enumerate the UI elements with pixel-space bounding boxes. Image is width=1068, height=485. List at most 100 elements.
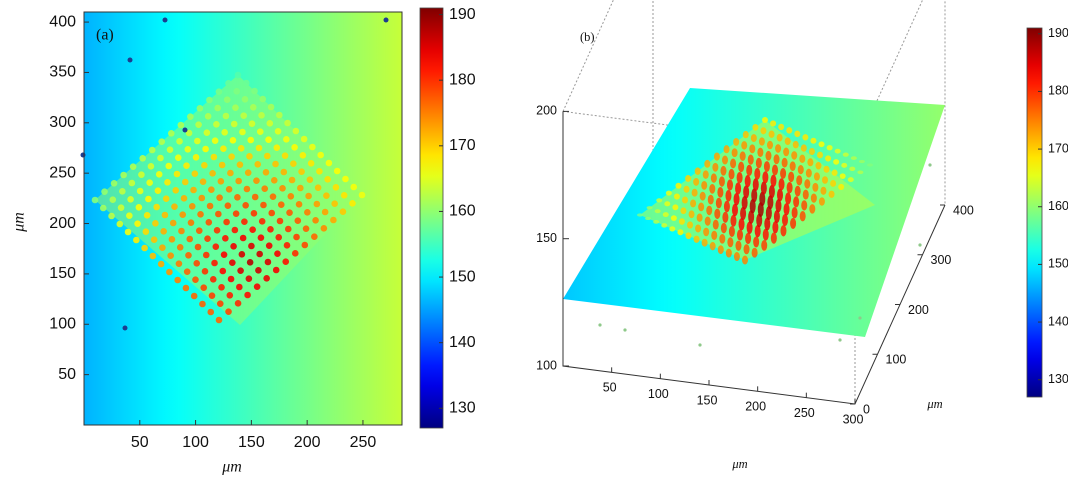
pattern-dot — [762, 171, 769, 184]
pattern-dot — [263, 275, 270, 282]
pattern-dot — [754, 167, 761, 180]
pattern-dot — [701, 238, 708, 247]
colorbar — [1026, 27, 1043, 398]
colorbar-tick-label: 160 — [1048, 199, 1068, 213]
pattern-dot — [673, 193, 680, 200]
pattern-dot — [204, 235, 211, 242]
pattern-dot — [190, 292, 198, 300]
pattern-dot — [791, 151, 798, 160]
pattern-dot — [238, 251, 246, 258]
pattern-dot — [269, 193, 277, 200]
pattern-dot — [176, 244, 184, 251]
pattern-dot — [773, 210, 780, 224]
pattern-dot — [203, 129, 211, 136]
scatter-speck — [838, 338, 842, 342]
y-tick-label: 400 — [953, 203, 974, 217]
pattern-dot — [743, 244, 750, 255]
pattern-dot — [262, 169, 270, 176]
pattern-dot — [233, 88, 241, 95]
pattern-dot — [138, 171, 145, 178]
scatter-speck — [698, 343, 702, 347]
pattern-dot — [294, 217, 302, 224]
pattern-dot — [215, 88, 223, 95]
pattern-dot — [166, 268, 173, 276]
pattern-dot — [810, 137, 817, 144]
pattern-dot — [191, 170, 199, 177]
pattern-dot — [305, 192, 312, 200]
pattern-dot — [339, 208, 347, 215]
x-axis-label: μm — [221, 459, 242, 476]
pattern-dot — [199, 300, 206, 308]
pattern-dot — [160, 228, 167, 235]
pattern-dot — [793, 196, 800, 208]
pattern-dot — [768, 184, 775, 199]
x-tick-label: 300 — [843, 412, 864, 426]
pattern-dot — [780, 225, 787, 237]
pattern-dot — [313, 200, 321, 208]
colorbar-tick-label: 150 — [449, 268, 476, 285]
colorbar-tick-label: 180 — [449, 71, 476, 88]
y-tick-label: 100 — [49, 315, 76, 332]
pattern-dot — [306, 176, 314, 183]
pattern-dot — [280, 168, 288, 176]
speck — [80, 152, 86, 158]
pattern-dot — [227, 275, 235, 283]
pattern-dot — [733, 252, 740, 262]
pattern-dot — [202, 251, 210, 259]
pattern-dot — [241, 218, 248, 225]
y-axis-label: μm — [11, 212, 28, 233]
pattern-dot — [749, 198, 756, 214]
pattern-dot — [662, 212, 669, 218]
pattern-dot — [220, 251, 228, 258]
pattern-dot — [219, 267, 227, 275]
pattern-dot — [691, 188, 698, 197]
pattern-dot — [256, 128, 264, 135]
box-left — [562, 0, 614, 112]
pattern-dot — [664, 201, 671, 207]
pattern-dot — [807, 158, 814, 167]
colorbar-tick-label: 130 — [1048, 372, 1068, 386]
y-tick-label: 200 — [49, 215, 76, 232]
x-tick-label: 100 — [182, 434, 209, 451]
pattern-dot — [158, 138, 166, 145]
pattern-dot — [264, 258, 272, 266]
pattern-dot — [709, 183, 716, 194]
pattern-dot — [184, 146, 192, 153]
pattern-dot — [128, 179, 136, 187]
speck — [162, 17, 168, 23]
pattern-dot — [287, 193, 295, 200]
pattern-dot — [237, 145, 245, 152]
pattern-dot — [244, 169, 252, 176]
pattern-dot — [838, 183, 845, 190]
pattern-dot — [210, 153, 218, 161]
pattern-dot — [690, 199, 697, 208]
pattern-dot — [157, 260, 165, 268]
pattern-dot — [750, 134, 757, 143]
y-tick-label: 50 — [58, 366, 76, 383]
pattern-dot — [206, 202, 214, 210]
pattern-dot — [214, 104, 221, 112]
pattern-dot — [224, 202, 232, 209]
pattern-dot — [834, 148, 841, 154]
pattern-dot — [754, 224, 761, 238]
pattern-dot — [186, 235, 194, 243]
x-tick-label: 150 — [697, 393, 718, 407]
pattern-dot — [826, 145, 833, 151]
pattern-dot — [213, 121, 220, 128]
y-tick-label: 300 — [931, 253, 952, 267]
pattern-dot — [669, 226, 676, 232]
pattern-dot — [694, 167, 701, 175]
pattern-dot — [760, 127, 767, 135]
pattern-dot — [237, 267, 244, 274]
pattern-dot — [275, 234, 283, 241]
pattern-dot — [330, 216, 337, 224]
pattern-dot — [727, 237, 734, 248]
pattern-dot — [268, 209, 276, 217]
pattern-dot — [223, 96, 231, 103]
pattern-dot — [742, 130, 749, 139]
pattern-dot — [711, 230, 718, 240]
x-tick-label: 50 — [131, 434, 149, 451]
pattern-dot — [653, 220, 660, 224]
pattern-dot — [735, 182, 742, 195]
pattern-dot — [867, 163, 873, 167]
